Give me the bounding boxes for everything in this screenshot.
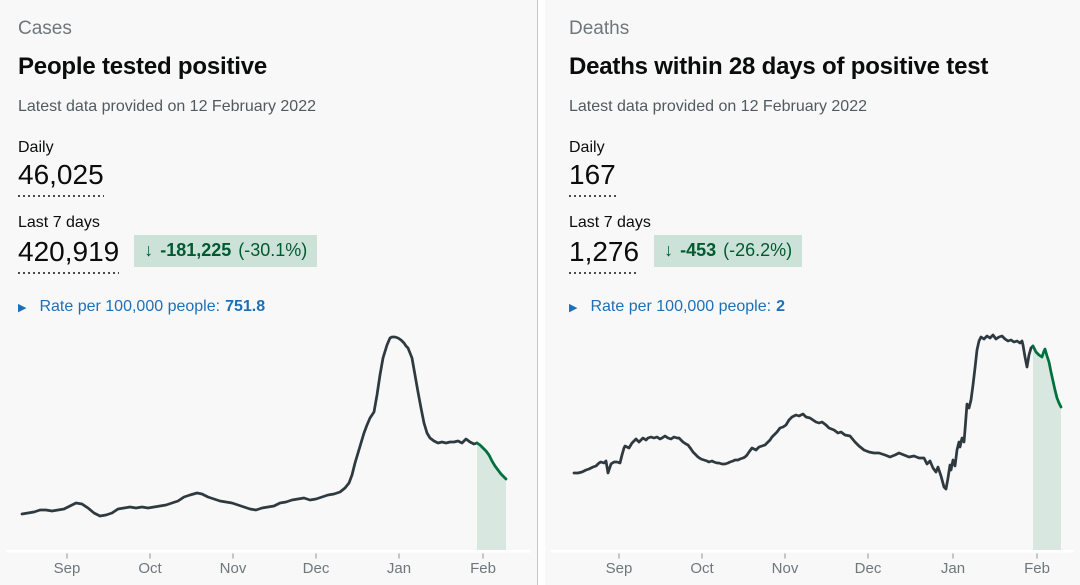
cases-card: Cases People tested positive Latest data… <box>0 0 538 585</box>
daily-value: 167 <box>569 160 616 198</box>
rate-value: 2 <box>776 298 785 316</box>
daily-label: Daily <box>18 139 54 156</box>
rate-toggle[interactable]: ▶ Rate per 100,000 people: 751.8 <box>18 298 265 316</box>
svg-text:Sep: Sep <box>54 560 81 577</box>
card-title: Deaths within 28 days of positive test <box>569 53 989 80</box>
rate-value: 751.8 <box>225 298 266 316</box>
change-percent: (-30.1%) <box>238 240 308 261</box>
rate-label: Rate per 100,000 people: <box>39 298 221 316</box>
cases-trend-chart: Sep Oct Nov Dec Jan Feb <box>6 335 531 577</box>
last7-label: Last 7 days <box>18 214 100 232</box>
down-arrow-icon: ↓ <box>664 240 674 261</box>
last7-metric: Last 7 days 1,276 ↓ -453 (-26.2%) <box>569 214 1080 275</box>
card-title: People tested positive <box>18 53 268 80</box>
svg-text:Dec: Dec <box>303 560 330 577</box>
svg-text:Feb: Feb <box>1024 560 1050 577</box>
last7-label: Last 7 days <box>569 214 651 232</box>
card-category: Cases <box>18 18 72 39</box>
daily-metric: Daily 167 <box>569 139 1080 198</box>
svg-text:Jan: Jan <box>941 560 965 577</box>
change-percent: (-26.2%) <box>723 240 793 261</box>
svg-text:Oct: Oct <box>690 560 714 577</box>
svg-text:Nov: Nov <box>220 560 247 577</box>
disclosure-triangle-icon: ▶ <box>569 301 578 314</box>
latest-data-caption: Latest data provided on 12 February 2022 <box>18 98 316 115</box>
svg-text:Feb: Feb <box>470 560 496 577</box>
card-category: Deaths <box>569 18 630 39</box>
daily-value: 46,025 <box>18 160 104 198</box>
daily-label: Daily <box>569 139 605 156</box>
last7-value: 420,919 <box>18 236 120 275</box>
change-value: -453 <box>680 240 717 261</box>
change-badge: ↓ -453 (-26.2%) <box>654 235 803 268</box>
change-badge: ↓ -181,225 (-30.1%) <box>134 235 318 268</box>
svg-text:Nov: Nov <box>772 560 799 577</box>
latest-data-caption: Latest data provided on 12 February 2022 <box>569 98 867 115</box>
rate-toggle[interactable]: ▶ Rate per 100,000 people: 2 <box>569 298 785 316</box>
disclosure-triangle-icon: ▶ <box>18 301 27 314</box>
deaths-card: Deaths Deaths within 28 days of positive… <box>545 0 1080 585</box>
deaths-trend-chart: Sep Oct Nov Dec Jan Feb <box>551 333 1074 577</box>
last7-metric: Last 7 days 420,919 ↓ -181,225 (-30.1%) <box>18 214 537 275</box>
svg-text:Dec: Dec <box>855 560 882 577</box>
rate-label: Rate per 100,000 people: <box>590 298 772 316</box>
down-arrow-icon: ↓ <box>144 240 154 261</box>
last7-value: 1,276 <box>569 236 640 275</box>
daily-metric: Daily 46,025 <box>18 139 537 198</box>
svg-text:Sep: Sep <box>606 560 633 577</box>
svg-text:Oct: Oct <box>138 560 162 577</box>
change-value: -181,225 <box>160 240 232 261</box>
svg-text:Jan: Jan <box>387 560 411 577</box>
